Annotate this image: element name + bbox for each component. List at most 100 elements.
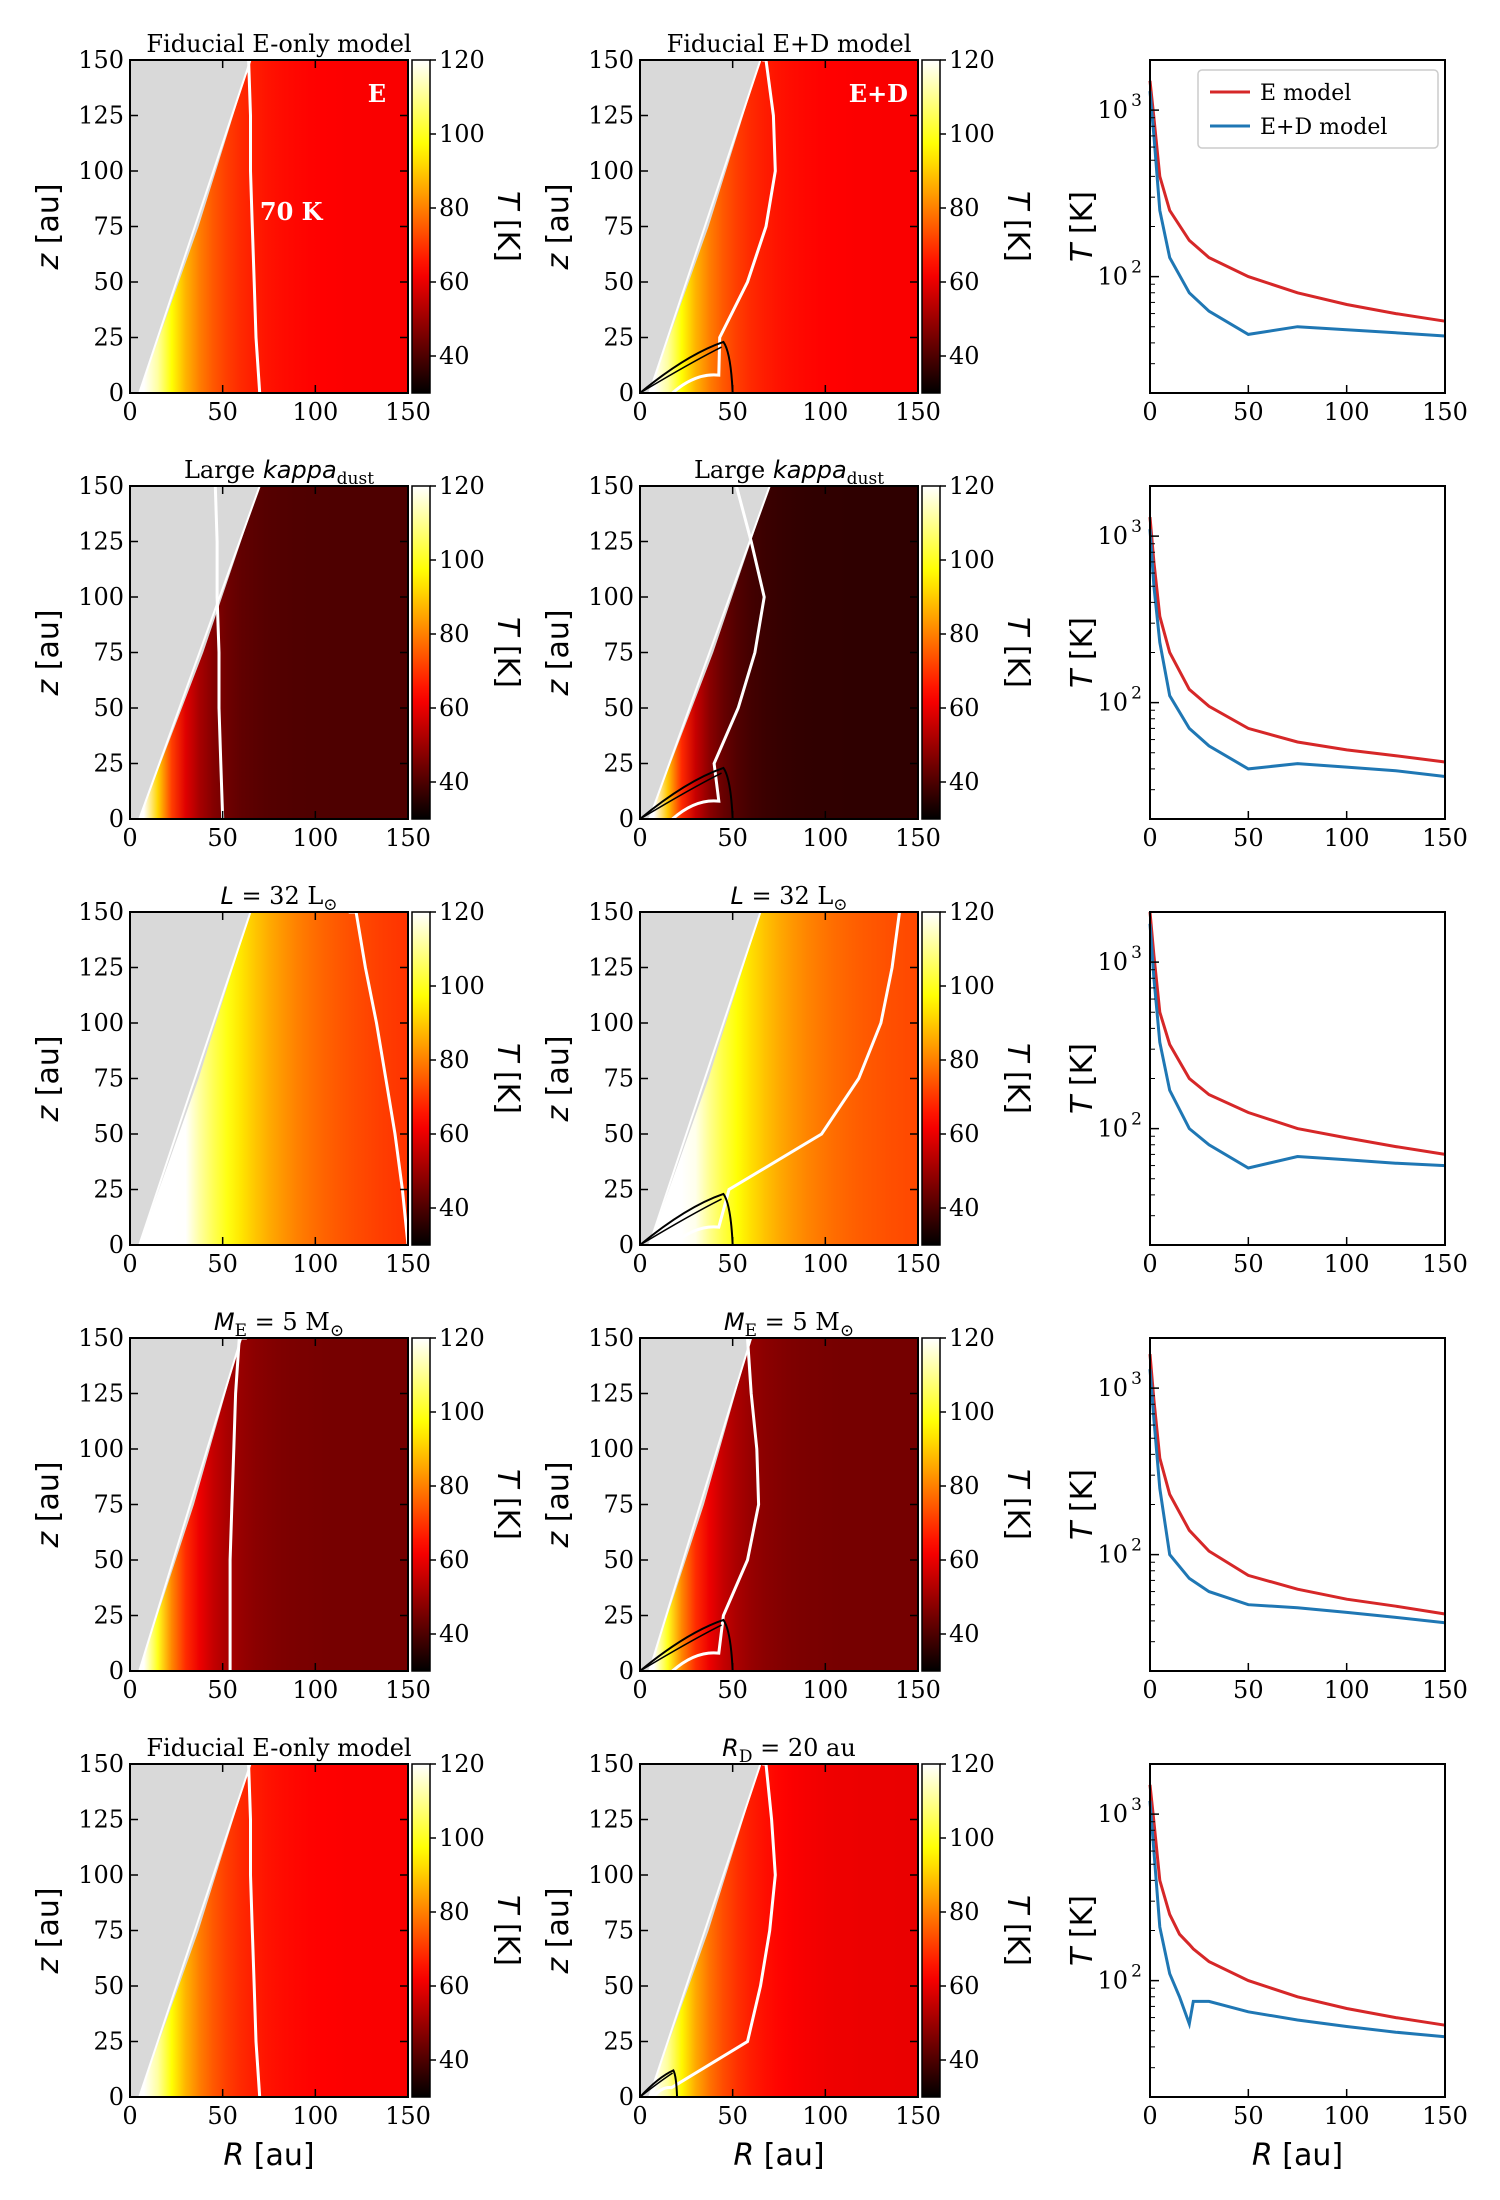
- colorbar-tick-label: 40: [949, 768, 980, 796]
- x-tick-label: 100: [1324, 824, 1370, 852]
- cavity-wall: [648, 1337, 753, 1672]
- y-tick-label: 0: [619, 1657, 634, 1685]
- outflow-cavity: [640, 1764, 761, 2097]
- colorbar: [411, 1763, 431, 2098]
- e-only-heatmap-row5: 0 50 100 150 0 25 50 75 100 125 150 z [au] 40 60 80 100…: [31, 1734, 525, 2173]
- colorbar-tick-label: 40: [949, 2046, 980, 2074]
- ed-model-line: [1148, 90, 1446, 338]
- colorbar-tick-label: 80: [439, 194, 470, 222]
- colorbar-tick-label: 60: [949, 1546, 980, 1574]
- y-tick-label: 150: [78, 472, 124, 500]
- colorbar-tick-label: 120: [439, 472, 485, 500]
- x-tick-label: 50: [207, 398, 238, 426]
- y-tick-label: 50: [93, 268, 124, 296]
- x-tick-label: 150: [1422, 1676, 1468, 1704]
- x-tick-label: 0: [1142, 2102, 1157, 2130]
- axes-frame: [1149, 1337, 1446, 1672]
- colorbar-tick-label: 100: [949, 1824, 995, 1852]
- x-tick-label: 50: [207, 2102, 238, 2130]
- disk-outline: [639, 1618, 734, 1672]
- x-tick-label: 150: [895, 2102, 941, 2130]
- x-tick-label: 150: [1422, 824, 1468, 852]
- colorbar-tick-label: 60: [439, 1972, 470, 2000]
- x-tick-label: 100: [292, 1676, 338, 1704]
- x-tick-label: 50: [1233, 824, 1264, 852]
- panel-title: Large kappadust: [694, 456, 884, 489]
- outflow-cavity: [130, 486, 260, 819]
- y-tick-label: 100: [78, 1009, 124, 1037]
- y-tick-label: 50: [603, 694, 634, 722]
- e-plus-d-heatmap-row1: 0 50 100 150 0 25 50 75 100 125 150 z [au] 40 60 80 100…: [541, 30, 1035, 426]
- outflow-cavity: [640, 1338, 752, 1671]
- y-tick-exponent: 2: [1131, 1536, 1142, 1556]
- x-tick-label: 150: [895, 1676, 941, 1704]
- y-tick-label: 150: [78, 46, 124, 74]
- outflow-cavity: [130, 60, 251, 393]
- y-tick-label: 100: [588, 1009, 634, 1037]
- x-tick-label: 0: [1142, 1676, 1157, 1704]
- colorbar-label: T [K]: [490, 1895, 525, 1966]
- colorbar-label: T [K]: [490, 191, 525, 262]
- y-axis-label: z [au]: [541, 1887, 576, 1974]
- x-tick-label: 100: [802, 824, 848, 852]
- y-tick-label: 10: [1097, 96, 1128, 124]
- cavity-wall: [138, 59, 252, 394]
- y-tick-label: 10: [1097, 689, 1128, 717]
- y-tick-label: 125: [78, 102, 124, 130]
- x-tick-label: 50: [717, 824, 748, 852]
- y-tick-label: 0: [619, 1231, 634, 1259]
- y-tick-label: 100: [588, 1861, 634, 1889]
- y-tick-label: 25: [603, 750, 634, 778]
- colorbar-label: T [K]: [490, 617, 525, 688]
- e-model-line: [1148, 516, 1446, 764]
- x-tick-label: 0: [1142, 1250, 1157, 1278]
- colorbar-tick-label: 40: [439, 1620, 470, 1648]
- x-tick-label: 100: [292, 1250, 338, 1278]
- x-tick-label: 100: [802, 2102, 848, 2130]
- legend: E model E+D model: [1197, 69, 1439, 149]
- colorbar-tick-label: 80: [949, 1046, 980, 1074]
- x-tick-label: 150: [895, 1250, 941, 1278]
- colorbar: [921, 1337, 941, 1672]
- y-tick-label: 25: [93, 324, 124, 352]
- e-model-line: [1148, 80, 1446, 323]
- y-tick-label: 10: [1097, 948, 1128, 976]
- colorbar-tick-label: 100: [949, 120, 995, 148]
- y-tick-label: 150: [588, 898, 634, 926]
- y-tick-label: 75: [603, 213, 634, 241]
- panel-title: Fiducial E-only model: [146, 30, 411, 58]
- disk-outline: [639, 1192, 734, 1246]
- y-tick-label: 125: [78, 1380, 124, 1408]
- y-tick-label: 150: [588, 472, 634, 500]
- disk-outline: [639, 2069, 679, 2098]
- e-only-heatmap-row2: 0 50 100 150 0 25 50 75 100 125 150 z [au] 40 60 80 100…: [31, 456, 525, 852]
- disk-surface: [639, 772, 722, 820]
- colorbar-label: T [K]: [490, 1043, 525, 1114]
- colorbar-tick-label: 40: [439, 768, 470, 796]
- x-tick-label: 50: [1233, 1676, 1264, 1704]
- cavity-wall: [648, 1763, 762, 2098]
- colorbar-tick-label: 80: [439, 1472, 470, 1500]
- panel-title: ME = 5 M⊙: [724, 1308, 854, 1341]
- colorbar-label: T [K]: [490, 1469, 525, 1540]
- colorbar-tick-label: 80: [439, 1898, 470, 1926]
- ed-model-line: [1148, 923, 1446, 1170]
- e-plus-d-heatmap-row4: 0 50 100 150 0 25 50 75 100 125 150 z [au] 40 60 80 100…: [541, 1308, 1035, 1704]
- model-tag: E+D: [849, 79, 908, 108]
- y-axis-label: z [au]: [541, 1035, 576, 1122]
- y-tick-label: 0: [109, 379, 124, 407]
- y-tick-label: 50: [93, 1972, 124, 2000]
- contour-70k: [228, 1336, 247, 1671]
- outflow-cavity: [640, 912, 761, 1245]
- y-tick-label: 75: [603, 639, 634, 667]
- y-axis-label: T [K]: [1065, 1469, 1100, 1540]
- x-tick-label: 150: [385, 1676, 431, 1704]
- colorbar-tick-label: 100: [439, 546, 485, 574]
- y-tick-label: 125: [588, 528, 634, 556]
- disk-outline: [639, 340, 734, 394]
- x-tick-label: 150: [385, 824, 431, 852]
- e-model-line: [1148, 1353, 1446, 1616]
- x-tick-label: 50: [207, 1250, 238, 1278]
- colorbar: [411, 1337, 431, 1672]
